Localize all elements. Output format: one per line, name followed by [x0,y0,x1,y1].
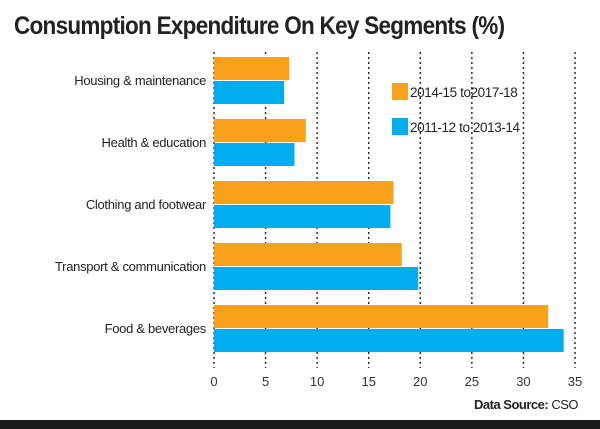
x-tick-label: 5 [262,374,269,389]
bar-recent [214,305,549,328]
x-tick-label: 35 [568,374,582,389]
bar-earlier [214,267,419,290]
bar-recent [214,181,394,204]
bar-recent [214,57,290,80]
legend-label: 2014-15 to2017-18 [410,85,517,100]
legend-swatch [392,118,408,135]
category-label: Housing & maintenance [74,73,206,88]
bottom-border [0,420,600,429]
source-value: CSO [548,397,578,412]
bar-earlier [214,81,285,104]
bar-recent [214,243,402,266]
source-label: Data Source: [474,397,549,412]
legend-label: 2011-12 to 2013-14 [410,120,521,135]
x-tick-label: 25 [465,374,479,389]
category-label: Food & beverages [105,321,207,336]
x-tick-label: 15 [361,374,375,389]
bar-recent [214,119,306,142]
data-source: Data Source: CSO [474,397,578,412]
bar-earlier [214,205,391,228]
x-tick-label: 20 [413,374,427,389]
x-tick-label: 30 [516,374,530,389]
x-tick-label: 0 [210,374,217,389]
chart-title: Consumption Expenditure On Key Segments … [14,12,505,40]
bar-earlier [214,329,564,352]
bar-earlier [214,143,295,166]
category-label: Health & education [102,135,207,150]
x-tick-label: 10 [310,374,324,389]
legend-swatch [392,83,408,100]
category-label: Transport & communication [55,259,206,274]
category-label: Clothing and footwear [86,197,207,212]
